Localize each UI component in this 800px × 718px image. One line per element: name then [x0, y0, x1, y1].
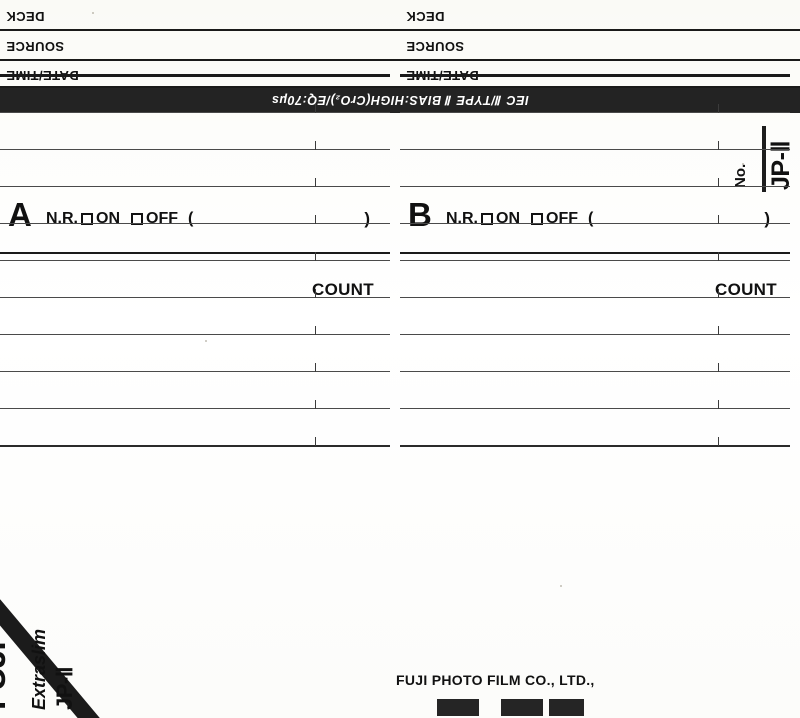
count-divider-tick [718, 437, 719, 446]
panel-a-letter: A [8, 196, 32, 233]
spine-label-deck-a: DECK [406, 9, 445, 24]
count-divider-tick [718, 252, 719, 261]
count-divider-tick [718, 400, 719, 409]
panel-b-nr-label: N.R. [446, 210, 478, 227]
spine-cell-deck-a: DECK [400, 2, 800, 31]
spine-cell-source-b: SOURCE [0, 32, 400, 61]
panel-a-noise-reduction[interactable]: N.R. ON OFF ( [46, 210, 193, 228]
count-divider-tick [718, 141, 719, 150]
track-rule-b [400, 334, 790, 335]
spine-row-source: SOURCE SOURCE [0, 32, 800, 61]
count-divider-tick [718, 215, 719, 224]
count-header-a: COUNT [312, 280, 374, 299]
track-rule-a [0, 408, 390, 409]
panel-a-on-label: ON [96, 210, 120, 227]
spine-cell-source-a: SOURCE [400, 32, 800, 61]
panel-b-paren-open: ( [588, 210, 594, 227]
panel-a-paren-open: ( [188, 210, 194, 227]
spine-divider-3 [0, 86, 800, 88]
panel-a-checkbox-on[interactable] [81, 213, 93, 225]
panel-a-off-label: OFF [146, 210, 178, 227]
registration-mark [549, 699, 584, 716]
brand-subtitle: Extraslim [29, 628, 49, 710]
panel-b-checkbox-off[interactable] [531, 213, 543, 225]
track-rule-a [0, 149, 390, 150]
panel-a-header: A N.R. ON OFF ( ) [0, 196, 392, 254]
count-divider-tick [315, 178, 316, 187]
registration-mark [437, 699, 479, 716]
brand-model: JP-Ⅱ [52, 666, 77, 710]
track-rule-b-top [400, 74, 790, 77]
count-divider-tick [315, 289, 316, 298]
panel-b-checkbox-on[interactable] [481, 213, 493, 225]
panel-a-underline [0, 252, 390, 254]
brand-logo-block: FUJI Extraslim JP-Ⅱ [0, 572, 140, 718]
track-rule-b [400, 371, 790, 372]
track-rule-a [0, 112, 390, 113]
count-divider-tick [315, 104, 316, 113]
track-rule-b [400, 408, 790, 409]
track-rule-b [400, 186, 790, 187]
count-divider-tick [718, 326, 719, 335]
panel-a-nr-label: N.R. [46, 210, 78, 227]
track-rule-b [400, 112, 790, 113]
spine-divider-1 [0, 29, 800, 31]
count-divider-tick [718, 178, 719, 187]
panel-b-paren-close: ) [764, 209, 770, 228]
serial-no-label: No. [732, 163, 749, 188]
track-rule-a-bottom [0, 445, 390, 447]
count-divider-tick [315, 363, 316, 372]
manufacturer-label: FUJI PHOTO FILM CO., LTD., [396, 672, 595, 688]
count-divider-tick [718, 363, 719, 372]
track-rule-a-top [0, 74, 390, 77]
track-rule-a [0, 334, 390, 335]
track-rule-a [0, 297, 390, 298]
track-rule-a [0, 223, 390, 224]
track-rule-a [0, 371, 390, 372]
count-header-b: COUNT [715, 280, 777, 299]
count-divider-tick [718, 289, 719, 298]
serial-rule [762, 126, 766, 192]
count-divider-tick [315, 215, 316, 224]
count-divider-tick [315, 326, 316, 335]
serial-block: No. JP-Ⅱ [720, 118, 795, 194]
brand-name: FUJI [0, 642, 12, 710]
panel-a-paren-close: ) [364, 209, 370, 228]
panel-b-noise-reduction[interactable]: N.R. ON OFF ( [446, 210, 593, 228]
count-divider-tick [315, 141, 316, 150]
registration-mark [501, 699, 543, 716]
panel-b-underline [400, 252, 790, 254]
scan-speck [92, 12, 94, 14]
panel-a-checkbox-off[interactable] [131, 213, 143, 225]
scan-speck [560, 585, 562, 587]
spine-label-source-b: SOURCE [6, 39, 65, 54]
panel-b-off-label: OFF [546, 210, 578, 227]
tape-type-band: IEC Ⅱ/TYPE Ⅱ BIAS:HIGH(CrO₂)/EQ:70μs [0, 88, 800, 113]
panel-b-letter: B [408, 196, 432, 233]
track-rule-a [0, 260, 390, 261]
track-rule-a [0, 186, 390, 187]
tape-type-text: IEC Ⅱ/TYPE Ⅱ BIAS:HIGH(CrO₂)/EQ:70μs [271, 93, 529, 107]
spine-row-deck: DECK DECK [0, 2, 800, 31]
panel-b-on-label: ON [496, 210, 520, 227]
track-rule-b [400, 297, 790, 298]
panel-b-header: B N.R. ON OFF ( ) [400, 196, 792, 254]
track-rule-b-bottom [400, 445, 790, 447]
track-rule-b [400, 223, 790, 224]
track-rule-b [400, 149, 790, 150]
count-divider-tick [315, 252, 316, 261]
track-rule-b [400, 260, 790, 261]
spine-divider-2 [0, 59, 800, 61]
spine-label-source-a: SOURCE [406, 39, 465, 54]
scan-speck [742, 163, 744, 165]
count-divider-tick [315, 400, 316, 409]
count-divider-tick [315, 437, 316, 446]
spine-label-deck-b: DECK [6, 9, 45, 24]
count-divider-tick [718, 104, 719, 113]
spine-cell-deck-b: DECK [0, 2, 400, 31]
scan-speck [205, 340, 207, 342]
